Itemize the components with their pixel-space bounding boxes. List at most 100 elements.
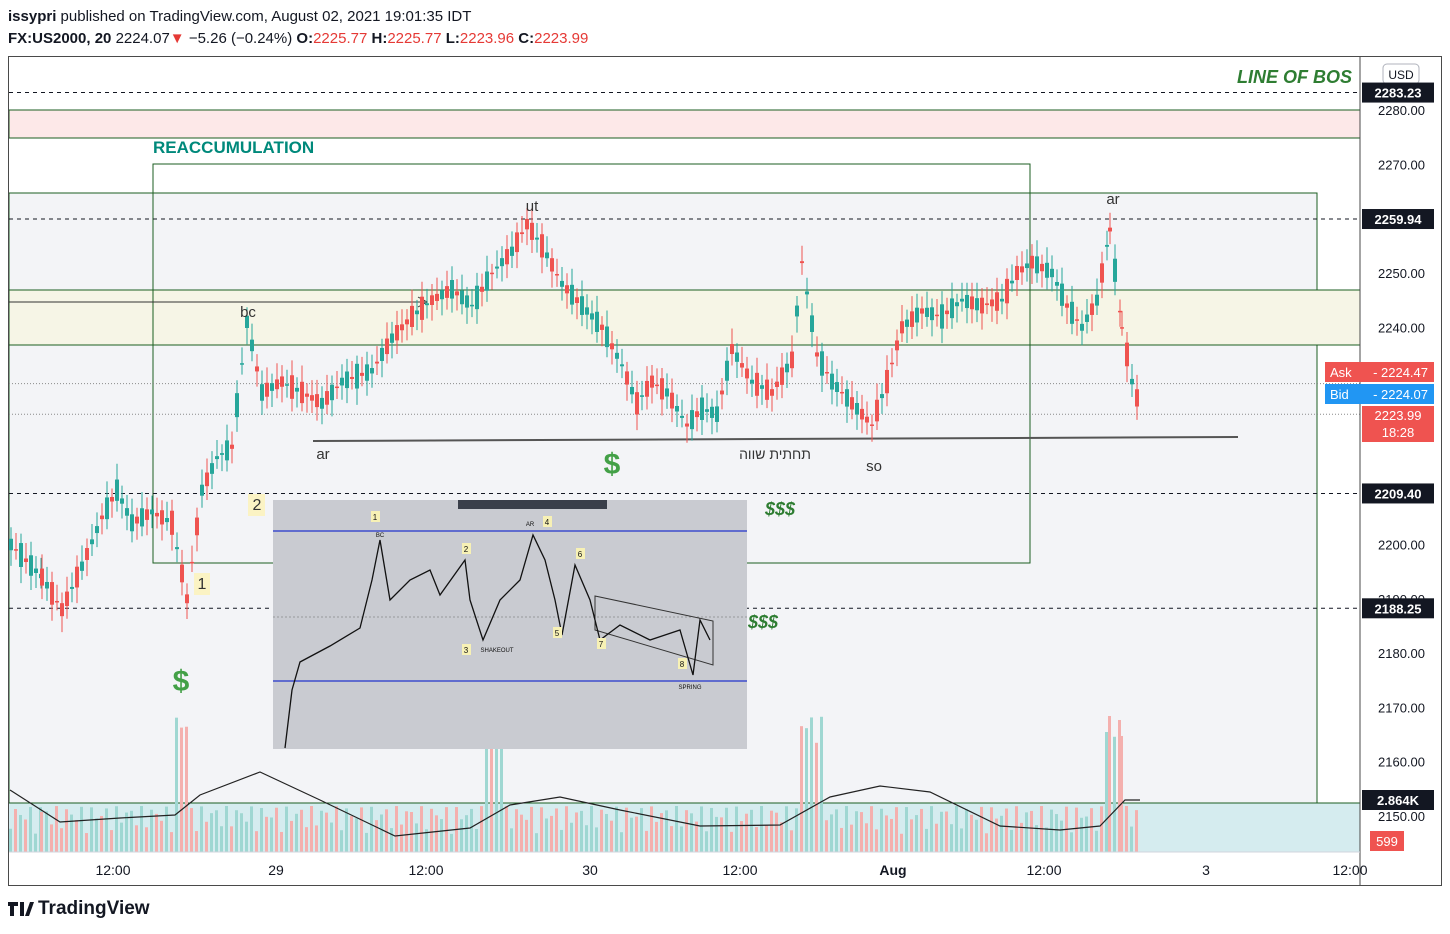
vol-last-tag-bg — [1370, 831, 1404, 851]
supply-zone-box — [8, 109, 1361, 139]
volume-bar — [1130, 826, 1133, 852]
candle-body — [515, 232, 519, 253]
candle-body — [560, 280, 564, 287]
volume-bar — [80, 806, 83, 852]
volume-bar — [265, 816, 268, 852]
candle-body — [820, 351, 824, 376]
candle-body — [770, 389, 774, 396]
volume-bar — [665, 810, 668, 852]
candle-body — [265, 382, 269, 397]
volume-bar — [385, 809, 388, 852]
volume-bar — [320, 810, 323, 852]
candle-body — [835, 382, 839, 392]
volume-bar — [920, 808, 923, 852]
volume-bar — [655, 821, 658, 852]
candle-body — [675, 406, 679, 412]
volume-bar — [865, 823, 868, 852]
candle-body — [220, 453, 224, 455]
candle-body — [960, 298, 964, 302]
candle-body — [295, 387, 299, 392]
volume-bar — [145, 827, 148, 852]
candle-body — [1020, 266, 1024, 273]
candle-body — [335, 386, 339, 389]
volume-bar — [790, 830, 793, 852]
volume-bar — [700, 806, 703, 852]
volume-bar — [565, 806, 568, 852]
volume-bar — [100, 815, 103, 852]
candle-body — [880, 394, 884, 399]
candle-body — [810, 315, 814, 332]
candle-body — [445, 286, 449, 298]
dollar-sign-mid: $ — [604, 448, 621, 481]
candle-body — [465, 295, 469, 308]
volume-bar — [1120, 735, 1123, 852]
candle-body — [345, 371, 349, 389]
candle-body — [715, 406, 719, 422]
candle-body — [950, 298, 954, 319]
candle-body — [840, 391, 844, 394]
candle-body — [945, 310, 949, 315]
candle-body — [710, 406, 714, 418]
candle-body — [1065, 303, 1069, 308]
tradingview-logo[interactable]: TradingView — [8, 898, 150, 920]
volume-bar — [765, 825, 768, 852]
candle-body — [775, 381, 779, 387]
volume-bar — [1045, 827, 1048, 852]
candle-body — [1055, 281, 1059, 286]
candle-body — [980, 297, 984, 314]
candle-body — [300, 381, 304, 404]
candle-body — [655, 384, 659, 387]
volume-bar — [240, 813, 243, 852]
so-label: so — [866, 458, 882, 475]
publisher-name: issypri — [8, 8, 57, 25]
volume-bar — [615, 806, 618, 852]
candle-body — [60, 603, 64, 617]
candle-body — [930, 307, 934, 321]
candle-body — [610, 343, 614, 350]
candle-body — [250, 339, 254, 352]
inset-label-bg — [371, 511, 380, 522]
volume-bar — [1125, 806, 1128, 852]
x-tick: 12:00 — [1026, 862, 1061, 878]
volume-bar — [870, 806, 873, 852]
candle-body — [920, 308, 924, 314]
symbol-label: FX:US2000, 20 — [8, 30, 112, 47]
volume-bar — [1060, 820, 1063, 852]
volume-bar — [185, 726, 188, 852]
volume-bar — [235, 810, 238, 852]
candle-body — [555, 274, 559, 276]
inset-ar: AR — [526, 522, 535, 528]
volume-bar — [405, 811, 408, 852]
volume-bar — [740, 821, 743, 852]
volume-bar — [555, 808, 558, 852]
volume-bar — [775, 812, 778, 852]
volume-bar — [885, 815, 888, 852]
candle-body — [1005, 278, 1009, 304]
candle-body — [1070, 301, 1074, 324]
candle-body — [340, 377, 344, 386]
volume-bar — [525, 819, 528, 852]
num2-bg — [248, 494, 265, 516]
candle-body — [705, 409, 709, 412]
volume-bar — [65, 809, 68, 852]
x-tick: 29 — [268, 862, 284, 878]
volume-bar — [500, 734, 503, 852]
volume-bar — [815, 742, 818, 852]
volume-bar — [755, 827, 758, 852]
volume-bar — [760, 806, 763, 852]
volume-bar — [570, 822, 573, 852]
volume-bar — [1105, 731, 1108, 852]
volume-bar — [595, 827, 598, 852]
candle-body — [670, 392, 674, 409]
candle-body — [485, 271, 489, 291]
candle-body — [360, 372, 364, 376]
candle-body — [790, 351, 794, 369]
candle-body — [460, 290, 464, 305]
num1-bg — [194, 573, 210, 595]
ask-label: Ask — [1330, 365, 1352, 380]
candle-body — [785, 363, 789, 373]
bid-tag-bg — [1325, 384, 1434, 404]
volume-bar — [85, 833, 88, 852]
inset-label-3: 3 — [464, 646, 469, 655]
